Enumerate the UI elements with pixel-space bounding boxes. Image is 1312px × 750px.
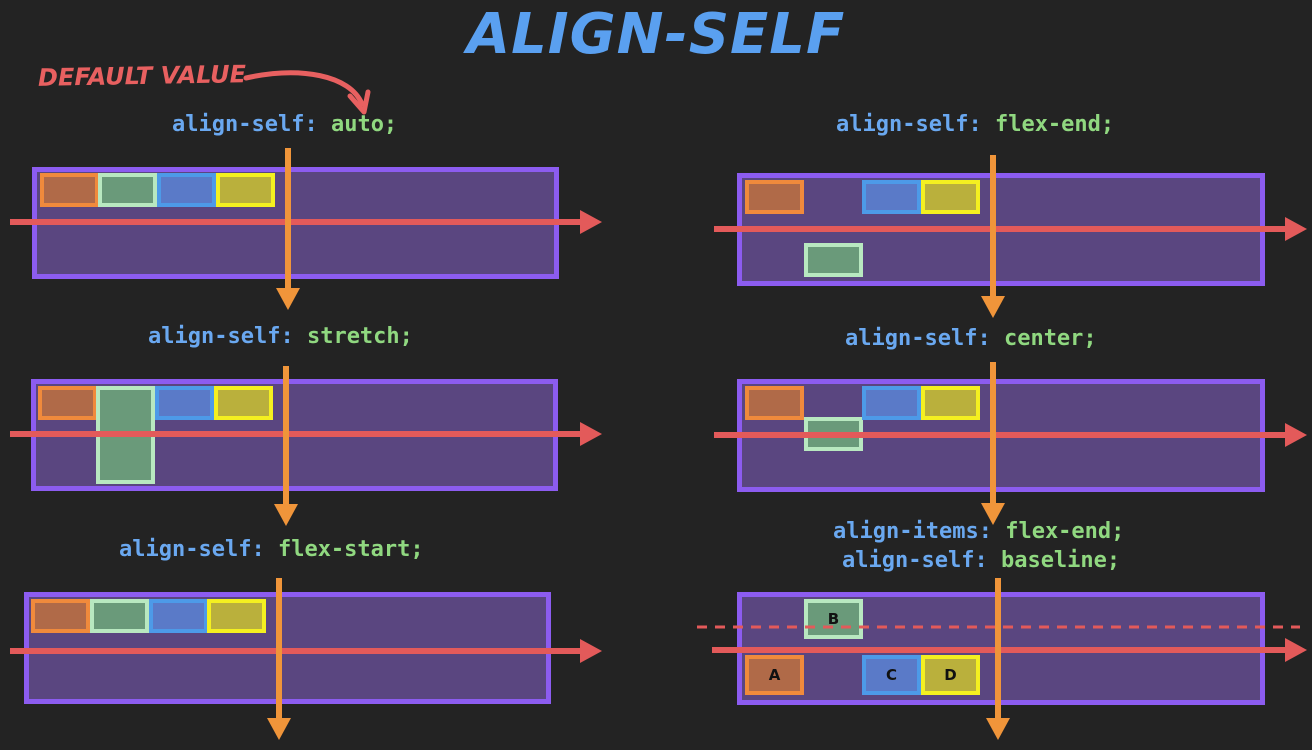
main-axis-arrow-head	[1285, 423, 1307, 447]
flex-item-blue	[862, 386, 921, 420]
flex-item-orange	[31, 599, 90, 633]
flex-item-orange	[745, 386, 804, 420]
property-name: align-self:	[148, 324, 294, 349]
cross-axis-arrow-head	[276, 288, 300, 310]
property-value: stretch;	[306, 324, 413, 349]
flex-item-a: A	[745, 655, 804, 695]
property-name: align-self:	[842, 548, 988, 573]
cross-axis-arrow-head	[986, 718, 1010, 740]
property-name: align-self:	[119, 537, 265, 562]
property-value: flex-start;	[277, 537, 424, 562]
flex-item-orange	[40, 173, 99, 207]
main-axis-arrow-head	[580, 639, 602, 663]
flex-item-orange	[745, 180, 804, 214]
flex-item-green-end	[804, 243, 863, 277]
cross-axis-arrow-head	[267, 718, 291, 740]
flex-item-d: D	[921, 655, 980, 695]
flex-item-b: B	[804, 599, 863, 639]
code-label-flex-start: align-self: flex-start;	[119, 537, 424, 562]
main-axis-arrow-head	[580, 422, 602, 446]
code-label-center: align-self: center;	[845, 326, 1097, 351]
flex-item-yellow	[921, 386, 980, 420]
flex-item-yellow	[207, 599, 266, 633]
cross-axis-arrow-head	[981, 296, 1005, 318]
flex-item-yellow	[216, 173, 275, 207]
code-label-align-items: align-items: flex-end;	[833, 519, 1124, 544]
property-value: center;	[1003, 326, 1097, 351]
code-label-flex-end: align-self: flex-end;	[836, 112, 1114, 137]
flex-item-blue	[862, 180, 921, 214]
default-value-pointer-head	[347, 89, 371, 115]
flex-item-green-center	[804, 417, 863, 451]
flex-item-c: C	[862, 655, 921, 695]
default-value-pointer-arrow	[243, 70, 365, 107]
main-axis-arrow-head	[580, 210, 602, 234]
property-value: baseline;	[1000, 548, 1121, 573]
property-name: align-self:	[172, 112, 318, 137]
flex-item-orange	[38, 386, 97, 420]
property-value: flex-end;	[1005, 519, 1125, 544]
flex-item-blue	[155, 386, 214, 420]
flex-item-green-stretched	[96, 386, 155, 484]
flex-item-yellow	[921, 180, 980, 214]
property-name: align-self:	[836, 112, 982, 137]
main-axis-arrow-head	[1285, 638, 1307, 662]
main-axis-arrow-head	[1285, 217, 1307, 241]
property-value: auto;	[330, 112, 398, 137]
flex-item-blue	[149, 599, 208, 633]
cross-axis-arrow-head	[274, 504, 298, 526]
property-value: flex-end;	[994, 112, 1115, 137]
page-title: ALIGN-SELF	[466, 2, 846, 67]
flex-item-blue	[157, 173, 216, 207]
code-label-stretch: align-self: stretch;	[148, 324, 413, 349]
property-name: align-self:	[845, 326, 991, 351]
code-label-baseline: align-self: baseline;	[842, 548, 1120, 573]
property-name: align-items:	[833, 519, 992, 544]
code-label-auto: align-self: auto;	[172, 112, 397, 137]
flex-item-green	[90, 599, 149, 633]
flex-item-green	[98, 173, 157, 207]
flex-item-yellow	[214, 386, 273, 420]
default-value-note: DEFAULT VALUE	[37, 60, 247, 92]
